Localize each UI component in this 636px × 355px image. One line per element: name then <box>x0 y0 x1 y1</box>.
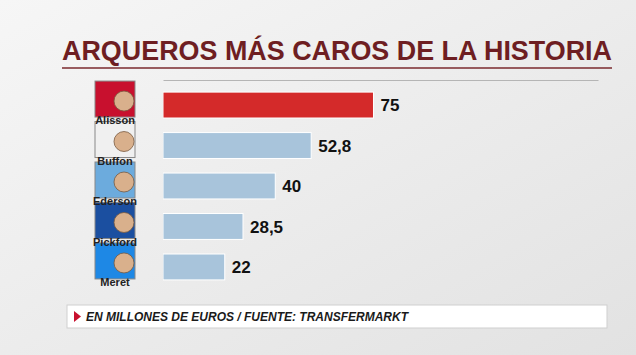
data-label: 28,5 <box>250 218 283 237</box>
data-label: 52,8 <box>318 137 351 156</box>
footnote: EN MILLONES DE EUROS / FUENTE: TRANSFERM… <box>86 310 410 324</box>
data-label: 22 <box>232 258 251 277</box>
bar <box>163 214 243 240</box>
bar <box>163 92 373 118</box>
y-tick-label: Alisson <box>95 114 135 126</box>
club-icon <box>95 202 135 238</box>
player-face <box>114 172 134 192</box>
player-face <box>114 132 134 152</box>
y-tick: Buffon <box>97 146 133 167</box>
y-tick-label: Meret <box>100 276 130 288</box>
icons <box>95 81 135 279</box>
background <box>0 0 636 355</box>
bar <box>163 133 311 159</box>
data-labels: 75 52,8 40 28,5 22 <box>232 96 400 277</box>
bars <box>163 92 373 280</box>
footnote-box <box>67 305 607 328</box>
club-icon <box>95 162 135 198</box>
y-tick: Alisson <box>95 105 135 126</box>
club-icon <box>95 81 135 117</box>
y-axis: Alisson Buffon Ederson Pickford Meret <box>93 105 137 288</box>
club-icon <box>95 122 135 158</box>
bar <box>163 173 275 199</box>
y-tick: Meret <box>100 267 130 288</box>
club-icon <box>95 243 135 279</box>
player-face <box>114 253 134 273</box>
bar <box>163 254 225 280</box>
title: ARQUEROS MÁS CAROS DE LA HISTORIA <box>62 35 612 66</box>
y-tick: Ederson <box>93 186 137 207</box>
data-label: 40 <box>282 177 301 196</box>
y-tick-label: Buffon <box>97 155 133 167</box>
y-tick: Pickford <box>93 226 137 247</box>
y-tick-label: Pickford <box>93 236 137 248</box>
title-rule <box>62 67 612 69</box>
data-label: 75 <box>380 96 399 115</box>
player-face <box>114 91 134 111</box>
x-axis <box>164 80 599 81</box>
x-axis-line <box>164 80 599 81</box>
player-face <box>114 212 134 232</box>
footnote-marker <box>74 311 81 322</box>
y-tick-label: Ederson <box>93 195 137 207</box>
chart: ARQUEROS MÁS CAROS DE LA HISTORIA 75 52,8 4… <box>0 0 636 355</box>
